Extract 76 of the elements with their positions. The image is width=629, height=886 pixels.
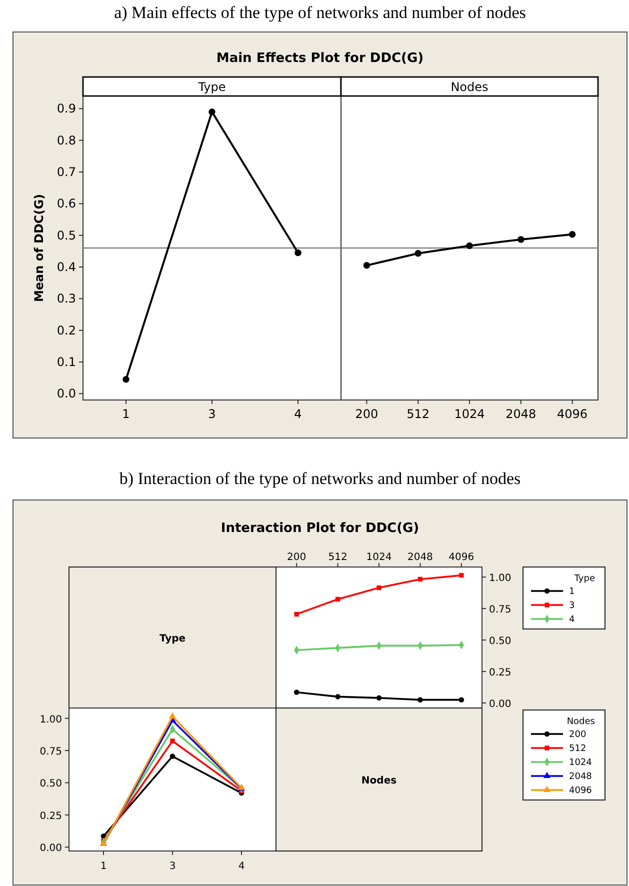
x-tick-label: 3 [169,861,176,872]
point [363,262,370,269]
y-tick-label: 0.8 [56,133,76,148]
y-tick-label: 0.1 [56,355,76,369]
legend-label: 4096 [569,786,592,796]
text: b) Interaction of the type of networks and number of nodes [119,469,521,488]
text: Nodes [361,776,397,786]
x-tick-label: 1 [122,407,130,421]
text: Type [159,634,186,644]
point [335,596,340,602]
chart-subtitle: Type [197,80,226,94]
x-tick-label: 512 [406,407,430,421]
legend-label: 4 [569,615,575,625]
point [294,690,300,695]
x-tick-label: 2048 [506,407,536,421]
legend-label: 200 [569,730,586,740]
y-axis-title: Mean of DDC(G) [32,194,46,302]
x-tick-label: 4 [294,407,302,421]
chart-title: Interaction Plot for DDC(G) [220,521,420,536]
y-tick-label: 0.0 [56,386,76,401]
y-tick-label: 0.50 [489,636,512,648]
y-tick-label: 0.7 [56,165,76,179]
y-tick-label: 0.5 [56,228,76,242]
x-tick-label: 1024 [454,407,485,421]
x-tick-label: 4 [238,861,245,872]
x-tick-label: 2048 [407,552,433,563]
point [518,236,524,243]
x-tick-label: 200 [287,552,306,563]
x-tick-label: 1024 [366,552,392,563]
point [208,108,216,116]
y-tick-label: 1.00 [40,714,62,726]
point [458,697,464,702]
y-tick-label: 0.6 [56,196,76,211]
y-tick-label: 0.50 [40,778,62,790]
point [170,738,175,744]
legend-label: 3 [569,601,575,611]
point [418,576,423,582]
legend-title: Type [573,574,596,584]
legend-label: 1024 [569,758,592,768]
x-tick-label: 512 [328,552,348,563]
point [122,376,130,383]
y-tick-label: 0.25 [489,667,512,678]
x-tick-label: 200 [355,407,378,421]
chart-subtitle: Nodes [450,80,488,94]
point [459,572,464,578]
point [294,249,302,256]
y-tick-label: 0.75 [489,604,512,616]
text: a) Main effects of the type of networks and number of nodes [114,3,526,22]
legend-label: 512 [569,744,586,754]
x-tick-label: 4096 [557,407,588,421]
point [376,695,382,701]
x-tick-label: 1 [100,861,107,872]
point [376,585,382,590]
y-tick-label: 0.9 [56,102,76,116]
x-tick-label: 3 [208,407,216,421]
y-tick-label: 1.00 [489,573,512,584]
y-tick-label: 0.25 [40,810,62,822]
y-tick-label: 0.75 [40,746,62,758]
y-tick-label: 0.2 [56,323,76,338]
x-tick-label: 4096 [448,552,474,563]
legend-label: 1 [569,587,575,597]
point [168,712,176,719]
point [414,250,422,257]
y-tick-label: 0.3 [56,292,76,306]
point [418,697,423,702]
y-tick-label: 0.00 [40,843,62,854]
chart-title: Main Effects Plot for DDC(G) [216,51,424,66]
point [294,612,299,617]
y-tick-label: 0.4 [56,260,76,274]
point [466,242,473,250]
legend-label: 2048 [569,772,592,782]
point [335,694,340,700]
point [170,754,176,759]
y-tick-label: 0.00 [489,698,512,710]
point [568,231,576,238]
legend-title: Nodes [566,717,596,727]
